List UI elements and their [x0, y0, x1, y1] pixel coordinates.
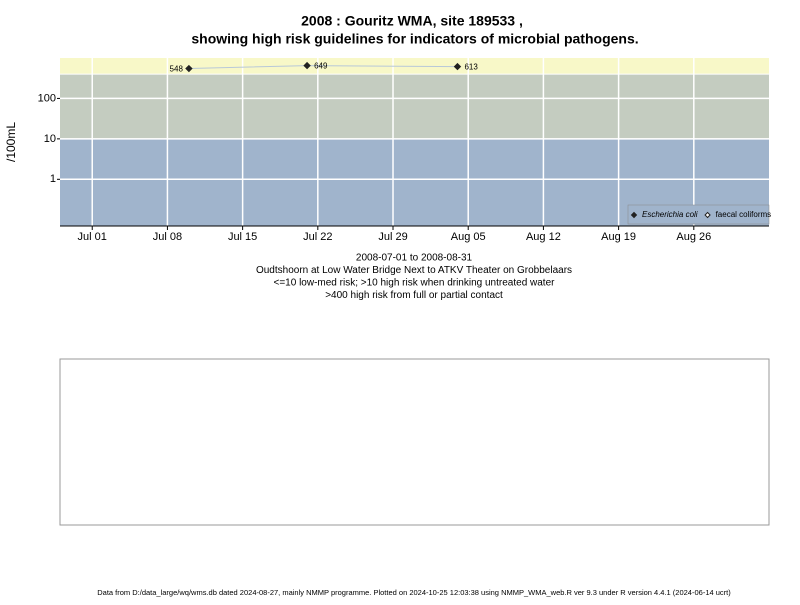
legend-marker — [630, 211, 638, 219]
y-tick-label: 100 — [38, 92, 56, 104]
y-tick-label: 10 — [44, 133, 56, 145]
x-tick-label: Jul 08 — [153, 231, 182, 243]
legend-label: faecal coliforms — [716, 210, 772, 219]
caption: >400 high risk from full or partial cont… — [325, 290, 503, 301]
data-label: 548 — [170, 65, 184, 74]
data-label: 613 — [464, 63, 478, 72]
chart-title: 2008 : Gouritz WMA, site 189533 , — [301, 13, 523, 29]
caption: 2008-07-01 to 2008-08-31 — [356, 253, 473, 264]
data-point — [453, 62, 462, 71]
x-tick-label: Aug 26 — [676, 231, 711, 243]
footer: Data from D:/data_large/wq/wms.db dated … — [97, 588, 731, 597]
legend-marker — [704, 211, 711, 219]
x-tick-label: Jul 01 — [78, 231, 107, 243]
legend-label: Escherichia coli — [642, 210, 698, 219]
x-tick-label: Aug 19 — [601, 231, 636, 243]
data-point — [185, 64, 193, 73]
x-tick-label: Aug 05 — [451, 231, 486, 243]
empty-panel — [59, 358, 770, 526]
x-tick-label: Jul 22 — [303, 231, 332, 243]
x-tick-label: Jul 15 — [228, 231, 257, 243]
chart-title: showing high risk guidelines for indicat… — [191, 31, 638, 47]
risk-band — [60, 74, 769, 139]
y-axis-label: /100mL — [4, 122, 18, 162]
caption: <=10 low-med risk; >10 high risk when dr… — [274, 278, 556, 289]
data-point — [303, 61, 311, 70]
x-tick-label: Aug 12 — [526, 231, 561, 243]
caption: Oudtshoorn at Low Water Bridge Next to A… — [256, 265, 572, 276]
data-label: 649 — [314, 62, 328, 71]
y-tick-label: 1 — [50, 173, 56, 185]
legend-box — [627, 204, 770, 225]
x-tick-label: Jul 29 — [378, 231, 407, 243]
